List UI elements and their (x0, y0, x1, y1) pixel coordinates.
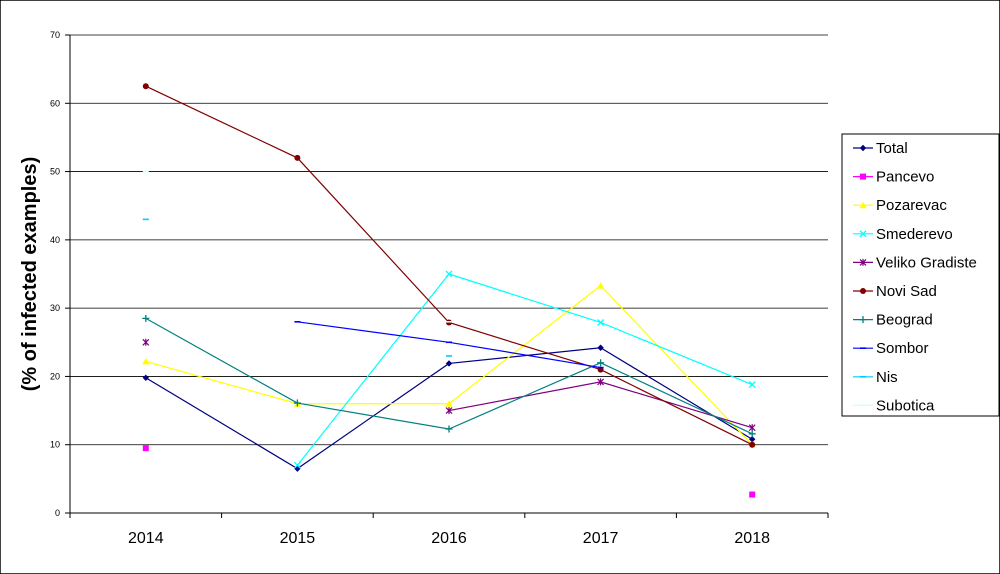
y-tick-label: 40 (50, 235, 60, 245)
y-tick-label: 0 (55, 508, 60, 518)
legend: Total Pancevo Pozarevac Smederevo Veliko Gra… (841, 133, 1000, 417)
legend-marker (859, 230, 867, 238)
data-point (142, 374, 149, 381)
y-tick-label: 10 (50, 440, 60, 450)
y-tick-label: 30 (50, 303, 60, 313)
legend-label: Subotica (876, 397, 935, 414)
grid-lines (65, 34, 829, 518)
data-point (445, 407, 453, 415)
data-point (749, 441, 756, 448)
legend-label: Smederevo (876, 226, 953, 243)
data-point (597, 359, 605, 367)
y-axis-label: (% of infected examples) (19, 157, 41, 392)
y-tick-label: 20 (50, 371, 60, 381)
y-tick-label: 50 (50, 167, 60, 177)
legend-marker (859, 201, 867, 209)
legend-label: Novi Sad (876, 283, 937, 300)
data-point (445, 360, 453, 367)
series-veliko-gradiste (142, 338, 756, 432)
legend-label: Pozarevac (876, 197, 947, 214)
x-tick-labels: 2014 2015 2016 2017 2018 (128, 530, 770, 547)
data-point (748, 381, 756, 389)
legend-item: Sombor (853, 340, 929, 357)
data-point (142, 445, 149, 452)
legend-label: Veliko Gradiste (876, 254, 977, 271)
legend-item: Smederevo (853, 226, 953, 243)
legend-label: Nis (876, 369, 898, 386)
legend-item: Pancevo (853, 169, 934, 186)
series-layer (142, 83, 756, 498)
series-smederevo (293, 270, 756, 469)
x-tick-label: 2015 (280, 530, 316, 547)
data-point (597, 378, 605, 386)
y-tick-label: 60 (50, 98, 60, 108)
series-beograd (142, 314, 756, 438)
x-tick-label: 2016 (431, 530, 467, 547)
legend-label: Sombor (876, 340, 929, 357)
series-line (296, 273, 753, 466)
data-point (597, 282, 605, 289)
data-point (445, 425, 453, 433)
legend-item: Beograd (853, 312, 933, 329)
legend-marker (859, 258, 867, 266)
legend-label: Pancevo (876, 169, 934, 186)
legend-item: Nis (853, 369, 898, 386)
legend-item: Veliko Gradiste (853, 254, 977, 271)
legend-item: Subotica (853, 397, 935, 414)
legend-marker (859, 316, 867, 324)
data-point (293, 461, 301, 469)
data-point (597, 319, 605, 326)
data-point (749, 436, 756, 443)
legend-marker (859, 144, 867, 152)
legend-marker (860, 173, 866, 180)
data-point (445, 270, 453, 278)
legend-item: Pozarevac (853, 197, 947, 214)
y-tick-label: 70 (50, 30, 60, 40)
series-pancevo (142, 445, 756, 498)
x-tick-label: 2018 (734, 530, 770, 547)
data-point (445, 400, 453, 407)
data-point (749, 491, 756, 498)
legend-item: Total (853, 140, 908, 157)
data-point (748, 430, 756, 438)
data-point (597, 344, 604, 351)
data-point (142, 314, 150, 322)
series-sombor (294, 321, 604, 369)
series-subotica (142, 170, 452, 323)
data-point (294, 154, 301, 161)
x-tick-label: 2017 (583, 530, 619, 547)
series-nis (142, 218, 452, 357)
data-point (142, 357, 150, 365)
x-tick-label: 2014 (128, 530, 164, 547)
data-point (293, 399, 301, 407)
axes (69, 35, 828, 514)
legend-marker (860, 288, 866, 294)
data-point (142, 83, 149, 90)
legend-label: Total (876, 140, 908, 157)
data-point (142, 338, 150, 346)
legend-items: Total Pancevo Pozarevac Smederevo Veliko Gra… (853, 140, 977, 414)
legend-item: Novi Sad (853, 283, 937, 300)
data-point (748, 424, 756, 432)
legend-label: Beograd (876, 312, 933, 329)
legend-box (841, 133, 1000, 417)
y-tick-labels: 0 10 20 30 40 50 60 70 (50, 30, 60, 518)
